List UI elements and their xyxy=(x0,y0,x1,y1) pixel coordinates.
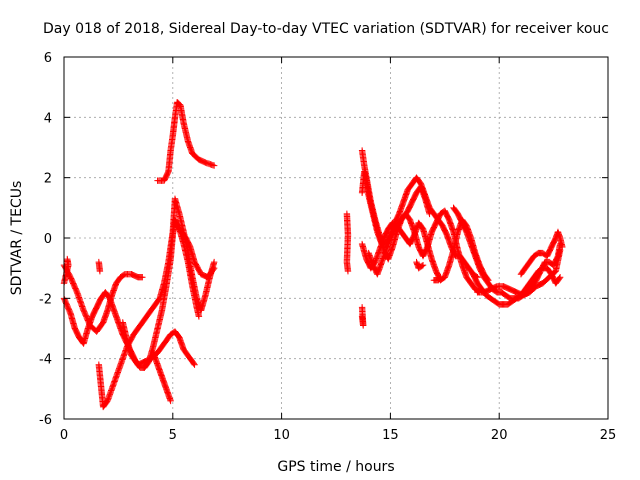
data-point-marker xyxy=(419,261,427,269)
data-point-marker xyxy=(210,258,218,266)
data-point-marker xyxy=(437,274,444,281)
x-tick-label: 15 xyxy=(382,428,399,443)
data-point-marker xyxy=(358,304,366,311)
x-tick-label: 20 xyxy=(491,428,508,443)
x-tick-label: 25 xyxy=(600,428,617,443)
data-point-marker xyxy=(139,274,146,281)
x-tick-label: 10 xyxy=(273,428,290,443)
data-point-marker xyxy=(556,275,563,282)
data-point-marker xyxy=(96,267,104,275)
data-point-marker xyxy=(436,275,443,282)
y-tick-label: -2 xyxy=(39,292,52,307)
data-point-marker xyxy=(167,397,174,405)
y-tick-label: 4 xyxy=(44,111,52,126)
data-points xyxy=(60,99,566,411)
data-point-marker xyxy=(210,162,218,169)
x-axis-label: GPS time / hours xyxy=(277,459,394,475)
data-point-marker xyxy=(344,267,352,275)
data-point-marker xyxy=(541,260,548,267)
chart-title: Day 018 of 2018, Sidereal Day-to-day VTE… xyxy=(43,21,609,37)
y-axis-label: SDTVAR / TECUs xyxy=(9,181,25,296)
y-tick-label: 2 xyxy=(44,172,52,187)
y-tick-label: -4 xyxy=(39,353,52,368)
data-point-marker xyxy=(195,313,203,320)
x-tick-label: 0 xyxy=(60,428,68,443)
data-point-marker xyxy=(190,360,198,367)
y-tick-label: 6 xyxy=(44,51,52,66)
y-tick-label: -6 xyxy=(39,413,52,428)
y-tick-label: 0 xyxy=(44,232,52,247)
data-point-marker xyxy=(556,274,564,281)
data-point-marker xyxy=(426,210,433,218)
data-point-marker xyxy=(191,361,198,368)
x-tick-label: 5 xyxy=(169,428,177,443)
axis-ticks: 0 5 10 15 20 25 -6 -4 -2 0 2 4 6 xyxy=(39,51,616,443)
data-point-marker xyxy=(559,243,566,251)
data-point-marker xyxy=(418,262,426,270)
data-point-marker xyxy=(64,255,71,263)
